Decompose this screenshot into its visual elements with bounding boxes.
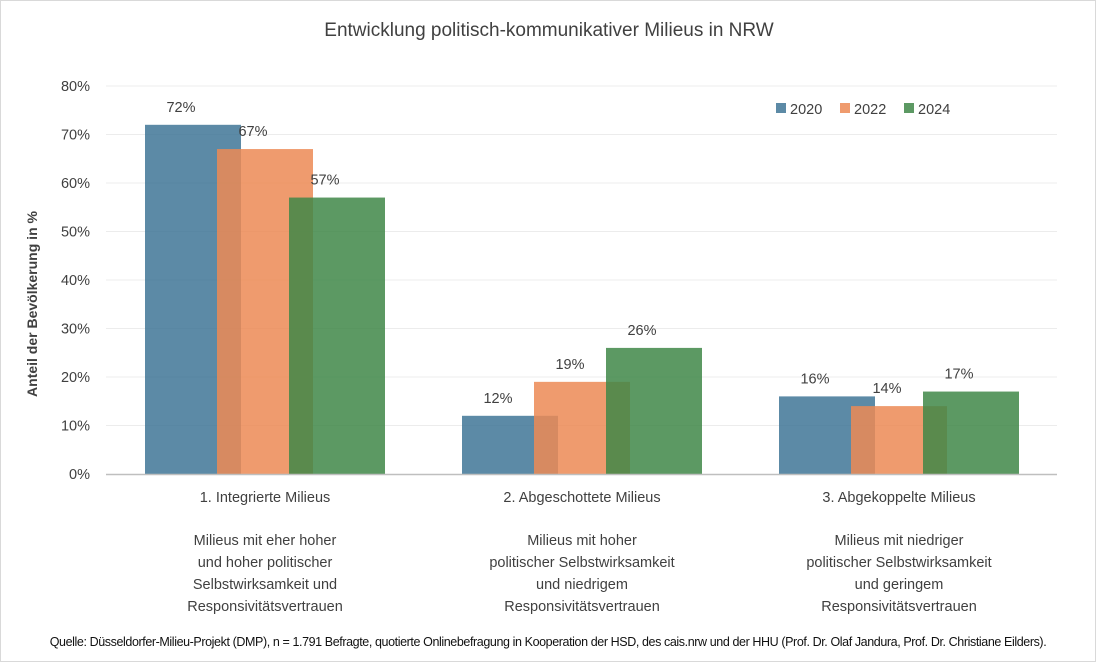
data-label: 14% [872, 381, 901, 397]
y-tick-label: 10% [61, 419, 90, 435]
y-tick-label: 50% [61, 225, 90, 241]
category-description-line: politischer Selbstwirksamkeit [489, 555, 674, 571]
category-description-line: Responsivitätsvertrauen [821, 599, 977, 615]
category-description-line: Responsivitätsvertrauen [187, 599, 343, 615]
x-tick-label: 3. Abgekoppelte Milieus [822, 490, 975, 506]
bar-2024-1 [289, 197, 385, 475]
bar-2024-2 [606, 347, 702, 474]
y-axis-label: Anteil der Bevölkerung in % [24, 210, 40, 396]
category-description-line: Milieus mit niedriger [835, 533, 964, 549]
category-description-line: und geringem [855, 577, 944, 593]
y-tick-label: 60% [61, 176, 90, 192]
category-description-line: Selbstwirksamkeit und [193, 577, 337, 593]
category-description-line: Milieus mit hoher [527, 533, 637, 549]
y-axis-ticks: 0% 10% 20% 30% 40% 50% 60% 70% 80% [61, 79, 90, 483]
y-tick-label: 80% [61, 79, 90, 95]
legend-swatch-2020 [776, 103, 786, 113]
category-description-line: und hoher politischer [198, 555, 333, 571]
data-label: 12% [483, 391, 512, 407]
data-label: 72% [166, 100, 195, 116]
data-label: 57% [310, 173, 339, 189]
data-label: 17% [944, 367, 973, 383]
bar-2024-3 [923, 391, 1019, 474]
legend-swatch-2024 [904, 103, 914, 113]
legend-label: 2020 [790, 102, 822, 118]
category-description-line: Milieus mit eher hoher [194, 533, 337, 549]
x-tick-label: 2. Abgeschottete Milieus [503, 490, 660, 506]
legend: 2020 2022 2024 [776, 102, 950, 118]
legend-label: 2024 [918, 102, 950, 118]
y-tick-label: 70% [61, 128, 90, 144]
data-label: 16% [800, 371, 829, 387]
category-description-line: politischer Selbstwirksamkeit [806, 555, 991, 571]
legend-label: 2022 [854, 102, 886, 118]
x-axis-labels: 1. Integrierte Milieus Milieus mit eher h… [187, 490, 991, 615]
legend-swatch-2022 [840, 103, 850, 113]
y-tick-label: 40% [61, 273, 90, 289]
y-tick-label: 30% [61, 322, 90, 338]
y-tick-label: 20% [61, 370, 90, 386]
x-tick-label: 1. Integrierte Milieus [200, 490, 331, 506]
data-label: 67% [238, 124, 267, 140]
source-note: Quelle: Düsseldorfer-Milieu-Projekt (DMP… [49, 635, 1047, 649]
y-tick-label: 0% [69, 467, 90, 483]
bars: 72% 67% 57% 12% 19% 26% 16% 14% 17% [145, 100, 1019, 475]
category-description-line: und niedrigem [536, 577, 628, 593]
category-description-line: Responsivitätsvertrauen [504, 599, 660, 615]
chart-title: Entwicklung politisch-kommunikativer Mil… [324, 20, 774, 41]
data-label: 26% [627, 323, 656, 339]
data-label: 19% [555, 357, 584, 373]
